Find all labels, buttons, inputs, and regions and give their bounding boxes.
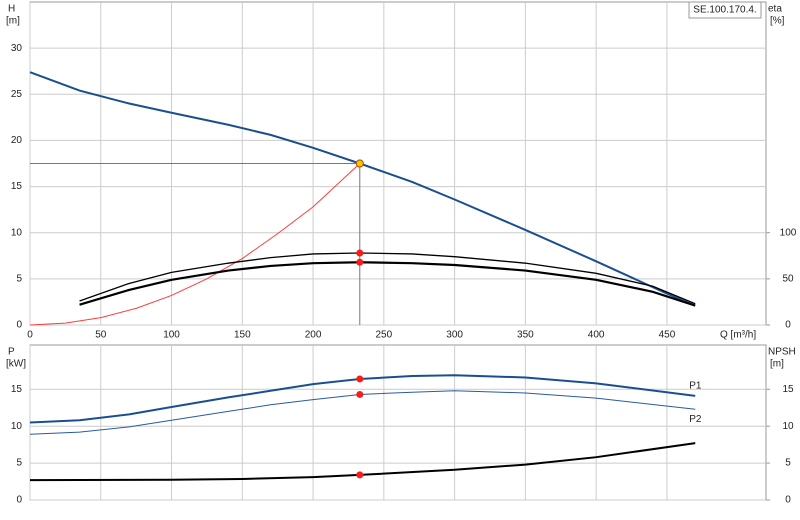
y-axis-unit: [kW] — [6, 359, 26, 370]
x-tick-label: 400 — [588, 330, 605, 341]
y-tick-label: 0 — [16, 495, 22, 506]
curve — [29, 71, 696, 307]
x-tick-label: 250 — [376, 330, 393, 341]
y-tick-label: 20 — [11, 135, 23, 146]
x-tick-label: 200 — [305, 330, 322, 341]
x-tick-label: 150 — [234, 330, 251, 341]
y-tick-label: 30 — [11, 43, 23, 54]
y-axis-label: H — [8, 4, 15, 15]
duty-point — [356, 471, 364, 479]
y-axis-unit: [m] — [6, 16, 20, 27]
duty-point — [356, 390, 364, 398]
y2-tick-label: 0 — [785, 320, 791, 331]
y-tick-label: 15 — [11, 384, 23, 395]
y2-axis-unit: [%] — [770, 16, 785, 27]
y2-tick-label: 0 — [785, 495, 791, 506]
y2-tick-label: 100 — [780, 227, 797, 238]
y-tick-label: 10 — [11, 421, 23, 432]
series-label: P2 — [689, 414, 702, 425]
duty-point — [355, 159, 364, 168]
duty-point — [356, 258, 364, 266]
y2-tick-label: 50 — [782, 273, 794, 284]
y2-tick-label: 5 — [785, 458, 791, 469]
y2-tick-label: 10 — [782, 421, 794, 432]
x-tick-label: 50 — [95, 330, 107, 341]
curve — [29, 163, 361, 326]
x-axis-label: Q [m³/h] — [720, 330, 756, 341]
x-tick-label: 100 — [163, 330, 180, 341]
series-label: P1 — [689, 381, 702, 392]
duty-point — [356, 375, 364, 383]
y2-axis-label: eta — [768, 4, 782, 15]
y-tick-label: 10 — [11, 227, 23, 238]
y-tick-label: 15 — [11, 181, 23, 192]
duty-point — [356, 249, 364, 257]
curve — [29, 374, 696, 424]
y2-axis-label: NPSH — [768, 347, 796, 358]
x-tick-label: 450 — [659, 330, 676, 341]
x-tick-label: 350 — [517, 330, 534, 341]
y-axis-label: P — [8, 347, 15, 358]
y-tick-label: 5 — [16, 458, 22, 469]
x-tick-label: 0 — [27, 330, 33, 341]
annotation-box — [688, 1, 762, 19]
y-tick-label: 5 — [16, 273, 22, 284]
y-tick-label: 25 — [11, 89, 23, 100]
y2-tick-label: 15 — [782, 384, 794, 395]
x-tick-label: 300 — [446, 330, 463, 341]
annotation: SE.100.170.4. — [693, 5, 756, 16]
y2-axis-unit: [m] — [770, 359, 784, 370]
curve — [29, 390, 696, 435]
y-tick-label: 0 — [16, 320, 22, 331]
